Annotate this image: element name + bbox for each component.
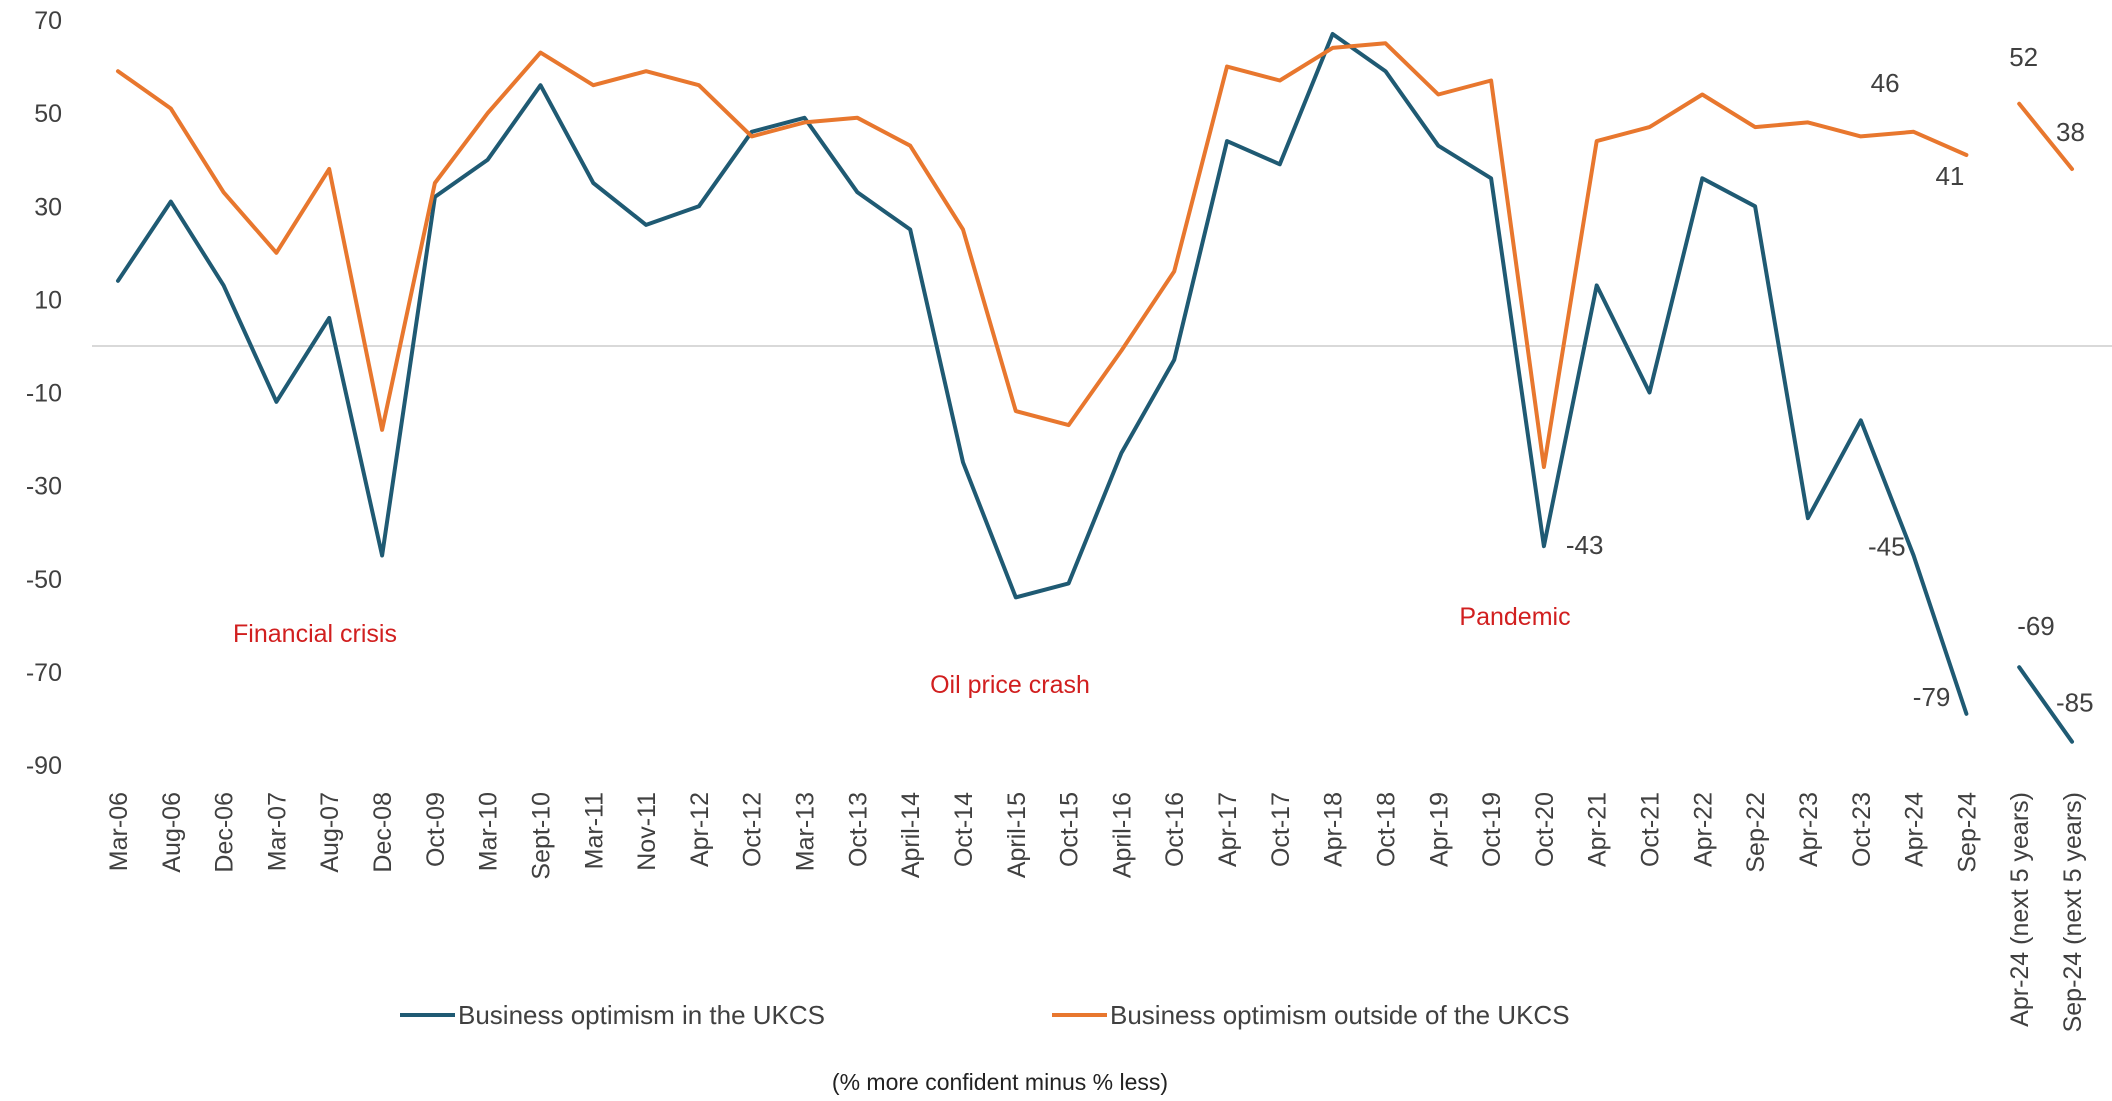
- x-tick-label: Apr-23: [1795, 792, 1823, 867]
- data-label: 52: [2009, 42, 2038, 72]
- annotation-oil-price-crash: Oil price crash: [930, 671, 1090, 699]
- x-tick-label: Apr-18: [1320, 792, 1348, 867]
- x-tick-label: Apr-24: [1901, 792, 1929, 867]
- x-tick-label: Oct-18: [1372, 792, 1400, 867]
- x-tick-label: Mar-06: [105, 792, 133, 871]
- x-tick-label: Mar-07: [263, 792, 291, 871]
- x-tick-label: Sep-24: [1953, 792, 1981, 873]
- annotation-financial-crisis: Financial crisis: [233, 620, 397, 648]
- data-label: -79: [1913, 682, 1951, 712]
- y-tick-label: -10: [26, 380, 62, 408]
- data-label: 41: [1935, 161, 1964, 191]
- legend-label-outside-ukcs: Business optimism outside of the UKCS: [1110, 1000, 1570, 1030]
- y-tick-label: -70: [26, 659, 62, 687]
- y-tick-label: 50: [34, 100, 62, 128]
- x-tick-label: Oct-20: [1531, 792, 1559, 867]
- series-1-line-segment-1: [2017, 101, 2074, 171]
- x-axis-ticks: Mar-06 Aug-06 Dec-06 Mar-07 Aug-07 Dec-08 Oct-…: [105, 792, 2087, 1032]
- data-label: -85: [2056, 688, 2094, 718]
- x-tick-label: April-15: [1003, 792, 1031, 878]
- x-tick-label: Oct-13: [844, 792, 872, 867]
- series-1-line-segment-0: [116, 41, 1969, 469]
- x-tick-label: Oct-09: [422, 792, 450, 867]
- series-lines: [116, 32, 2074, 744]
- y-axis-ticks: 70 50 30 10 -10 -30 -50 -70 -90: [26, 7, 62, 780]
- x-tick-label: Apr-21: [1584, 792, 1612, 867]
- x-tick-label: Oct-19: [1478, 792, 1506, 867]
- y-tick-label: 70: [34, 7, 62, 35]
- y-tick-label: -30: [26, 473, 62, 501]
- x-tick-label: Sep-24 (next 5 years): [2059, 792, 2087, 1032]
- data-label: 46: [1871, 68, 1900, 98]
- x-tick-label: Apr-22: [1689, 792, 1717, 867]
- x-tick-label: April-16: [1108, 792, 1136, 878]
- x-tick-label: Apr-17: [1214, 792, 1242, 867]
- data-label: -43: [1566, 530, 1604, 560]
- x-tick-label: Apr-24 (next 5 years): [2006, 792, 2034, 1027]
- data-label: -45: [1868, 531, 1906, 561]
- annotation-pandemic: Pandemic: [1459, 603, 1570, 631]
- y-tick-label: -50: [26, 566, 62, 594]
- x-tick-label: Oct-12: [739, 792, 767, 867]
- series-0-line-segment-0: [116, 32, 1969, 716]
- x-tick-label: April-14: [897, 792, 925, 878]
- x-tick-label: Oct-15: [1056, 792, 1084, 867]
- x-tick-label: Mar-10: [475, 792, 503, 871]
- x-tick-label: Dec-08: [369, 792, 397, 873]
- data-labels: -43 -45 -79 -69 -85 46 41 52 38: [1566, 42, 2094, 718]
- y-tick-label: 30: [34, 193, 62, 221]
- x-tick-label: Oct-17: [1267, 792, 1295, 867]
- x-tick-label: Apr-19: [1425, 792, 1453, 867]
- x-tick-label: Mar-11: [580, 792, 608, 869]
- legend-label-ukcs: Business optimism in the UKCS: [458, 1000, 825, 1030]
- x-tick-label: Nov-11: [633, 792, 661, 871]
- x-tick-label: Sep-22: [1742, 792, 1770, 873]
- data-label: 38: [2056, 117, 2085, 147]
- x-tick-label: Oct-23: [1848, 792, 1876, 867]
- x-tick-label: Dec-06: [211, 792, 239, 873]
- x-tick-label: Sept-10: [527, 792, 555, 880]
- x-tick-label: Mar-13: [792, 792, 820, 871]
- x-tick-label: Aug-06: [158, 792, 186, 873]
- series-0-line-segment-1: [2017, 665, 2074, 744]
- data-label: -69: [2017, 611, 2055, 641]
- x-tick-label: Aug-07: [316, 792, 344, 873]
- x-tick-label: Oct-16: [1161, 792, 1189, 867]
- legend: Business optimism in the UKCS Business o…: [400, 1000, 1570, 1030]
- x-tick-label: Oct-14: [950, 792, 978, 867]
- x-tick-label: Apr-12: [686, 792, 714, 867]
- y-tick-label: 10: [34, 286, 62, 314]
- x-tick-label: Oct-21: [1637, 792, 1665, 867]
- y-tick-label: -90: [26, 752, 62, 780]
- chart-note: (% more confident minus % less): [832, 1069, 1168, 1095]
